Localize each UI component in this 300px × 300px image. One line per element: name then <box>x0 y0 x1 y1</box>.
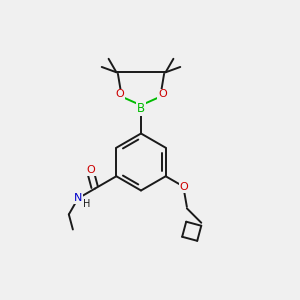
Text: O: O <box>158 89 167 100</box>
Text: O: O <box>86 165 95 175</box>
Text: O: O <box>115 89 124 100</box>
Text: O: O <box>179 182 188 192</box>
Text: N: N <box>74 193 82 203</box>
Text: H: H <box>83 199 90 209</box>
Text: B: B <box>137 102 145 116</box>
